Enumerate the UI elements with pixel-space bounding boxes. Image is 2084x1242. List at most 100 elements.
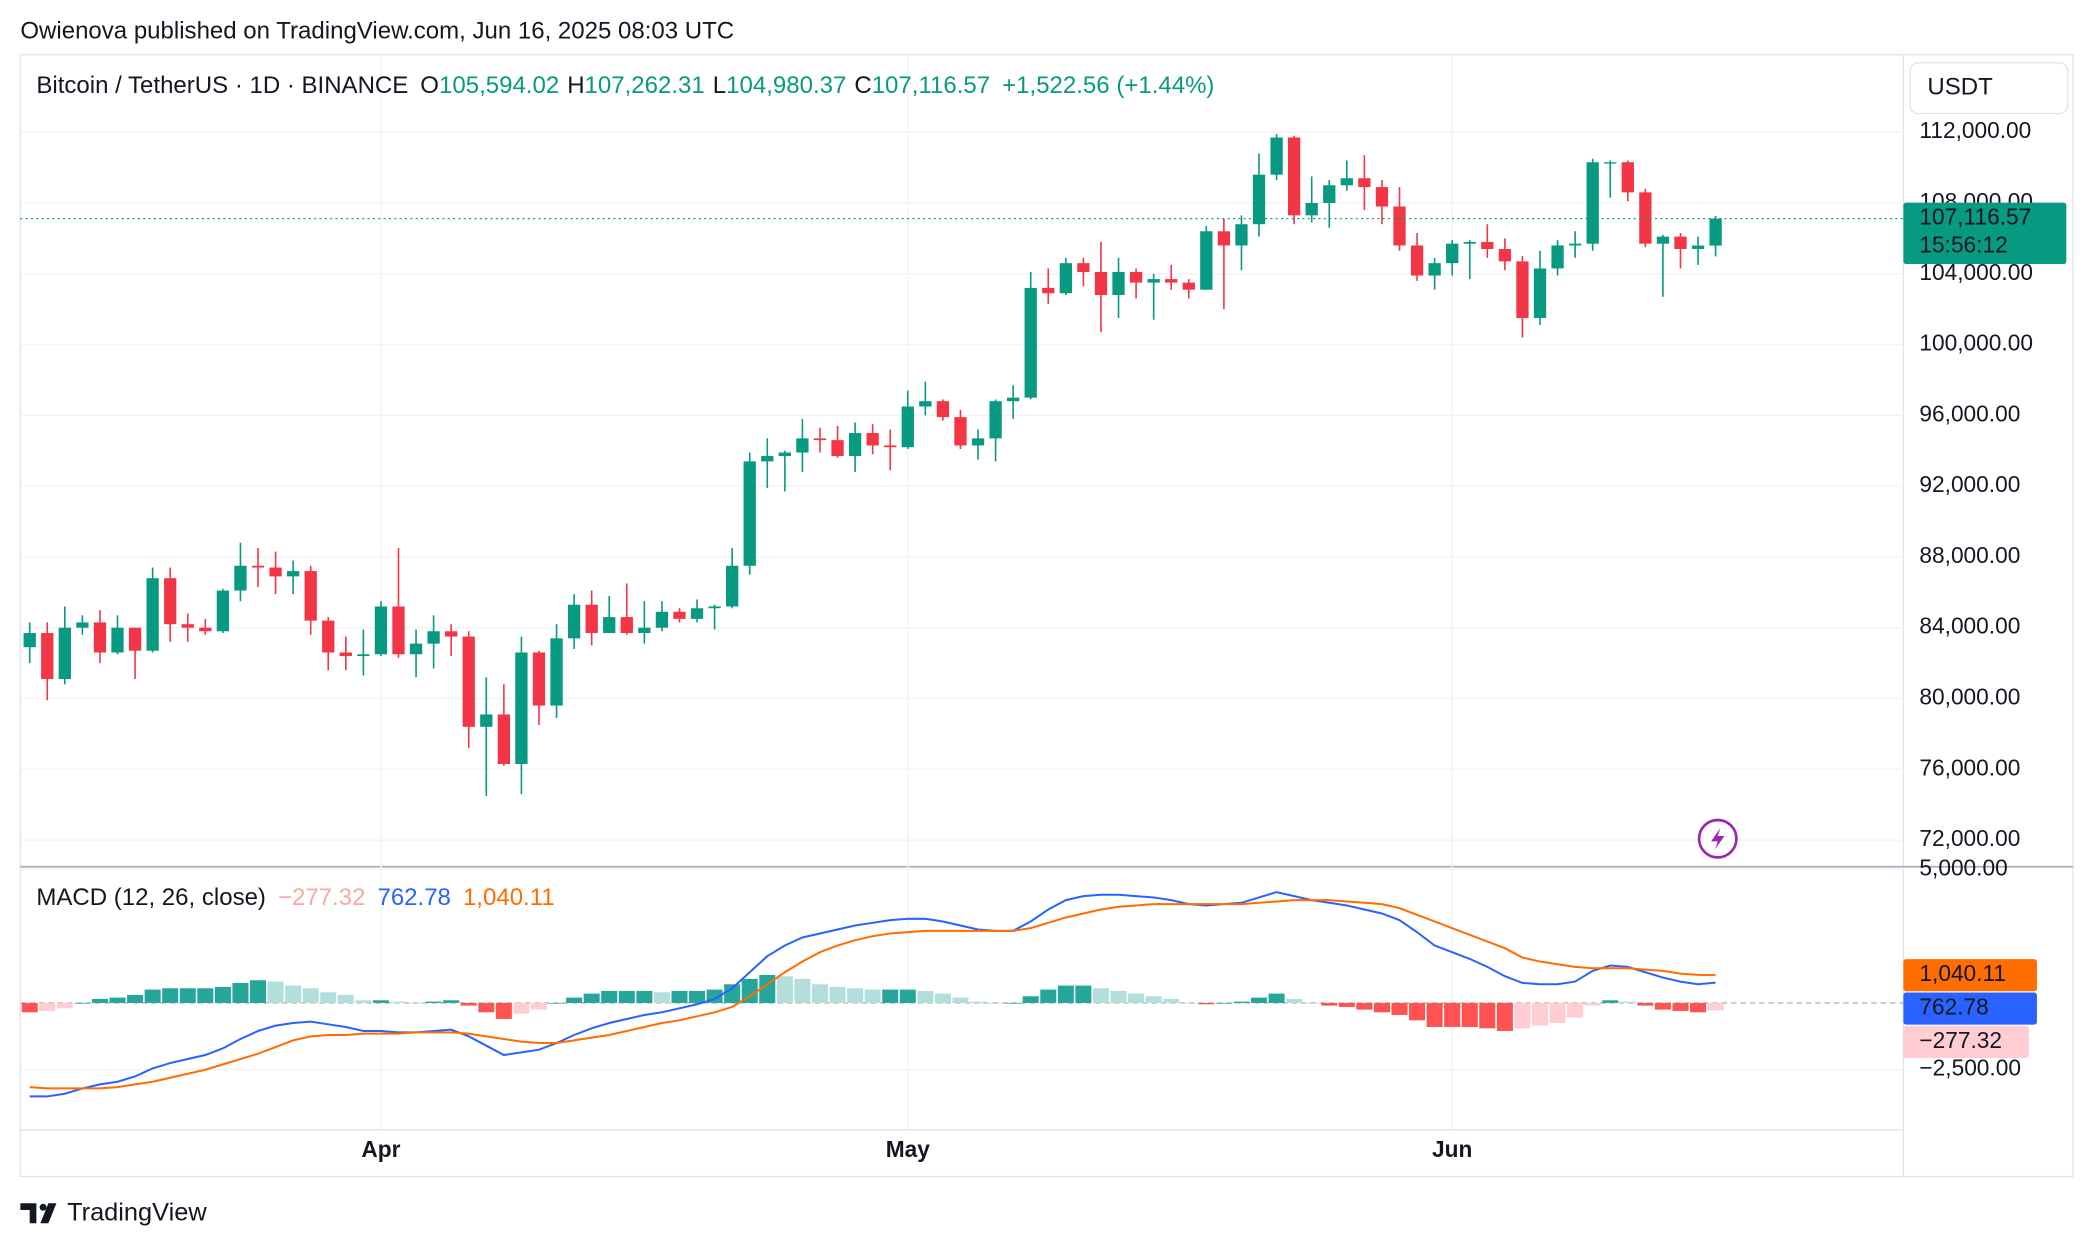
ohlc-value: 104,980.37	[726, 72, 846, 99]
candle-body	[164, 578, 177, 625]
ohlc-value: 107,116.57	[872, 72, 990, 99]
candle-body	[1323, 185, 1336, 203]
candle-body	[831, 440, 844, 457]
histogram-bar	[1514, 1002, 1531, 1029]
histogram-bar	[1531, 1002, 1549, 1026]
indicator-value: −277.32	[278, 884, 365, 911]
candle-body	[1340, 178, 1353, 186]
histogram-bar	[952, 997, 969, 1003]
y-tick-label: 80,000.00	[1919, 684, 2020, 710]
candle-body	[1375, 187, 1389, 207]
candle-body	[146, 578, 159, 651]
histogram-bar	[583, 993, 600, 1003]
y-tick-label: 92,000.00	[1919, 471, 2020, 497]
candle-body	[1270, 137, 1283, 175]
histogram-bar	[1672, 1002, 1689, 1011]
candle-body	[357, 654, 370, 657]
ohlc-key: C	[854, 72, 871, 99]
candle-body	[93, 622, 107, 653]
histogram-bar	[408, 1002, 425, 1004]
histogram-bar	[689, 990, 706, 1003]
candle-body	[936, 401, 950, 418]
candle-body	[1621, 162, 1634, 193]
candle-body	[515, 652, 528, 764]
histogram-bar	[1092, 988, 1109, 1003]
candle-body	[848, 433, 862, 457]
candle-body	[234, 565, 247, 591]
y-tick-label: 100,000.00	[1919, 330, 2033, 356]
candle-body	[1463, 241, 1476, 244]
chart-frame	[19, 54, 2074, 1178]
histogram-bar	[355, 1000, 372, 1003]
histogram-bar	[1022, 996, 1039, 1003]
value-badge	[1903, 959, 2037, 992]
histogram-bar	[513, 1002, 530, 1014]
candle-body	[638, 627, 651, 634]
candle-body	[1410, 245, 1424, 276]
histogram-bar	[1496, 1002, 1513, 1031]
candle-body	[1604, 162, 1617, 164]
candle-body	[1446, 243, 1459, 264]
candle-body	[655, 611, 669, 628]
histogram-bar	[1145, 996, 1162, 1003]
histogram-bar	[1128, 993, 1145, 1003]
histogram-bar	[1356, 1002, 1373, 1010]
histogram-bar	[566, 997, 583, 1003]
histogram-bar	[653, 992, 670, 1003]
ohlc-value: 107,262.31	[585, 72, 705, 99]
candle-body	[374, 606, 388, 655]
last-price-badge	[1903, 202, 2067, 265]
histogram-bar	[776, 976, 793, 1003]
histogram-bar	[1005, 1002, 1022, 1004]
candle-body	[761, 456, 774, 462]
overlay: Bitcoin / TetherUS · 1D · BINANCE O105,59…	[20, 62, 2069, 1227]
indicator-value: 762.78	[377, 884, 450, 911]
candle-body	[1165, 279, 1178, 283]
symbol-legend: Bitcoin / TetherUS · 1D · BINANCE O105,59…	[36, 72, 1214, 99]
currency-button[interactable]	[1909, 62, 2069, 115]
histogram-bar	[1549, 1002, 1566, 1023]
histogram-bar	[74, 1002, 91, 1004]
histogram-bar	[934, 993, 951, 1003]
histogram-bar	[495, 1002, 512, 1019]
histogram-bar	[179, 988, 196, 1003]
histogram-bar	[425, 1001, 442, 1003]
marks	[20, 133, 1904, 1098]
y2-tick-label: −2,500.00	[1919, 1055, 2021, 1081]
candle-body	[1182, 282, 1195, 290]
currency-label[interactable]: USDT	[1927, 73, 1993, 100]
value-badge-label: 1,040.11	[1919, 960, 2006, 986]
histogram-bar	[1690, 1002, 1707, 1013]
lightning-bolt[interactable]	[1711, 828, 1725, 850]
candle-body	[1498, 248, 1512, 262]
histogram-bar	[39, 1002, 56, 1011]
candle-body	[269, 567, 282, 577]
x-tick-label: May	[886, 1136, 931, 1162]
candle-body	[1252, 174, 1266, 225]
candle-body	[532, 652, 546, 706]
candle-body	[673, 611, 686, 619]
histogram-bar	[1602, 1000, 1619, 1003]
candle-body	[1656, 236, 1670, 244]
lightning-icon[interactable]	[1697, 818, 1738, 859]
histogram-bar	[197, 988, 214, 1003]
candle-body	[796, 438, 809, 453]
histogram-bar	[1233, 1001, 1250, 1003]
value-badge-label: −277.32	[1919, 1027, 2002, 1053]
histogram-bar	[91, 998, 108, 1003]
candle-body	[1709, 218, 1722, 246]
brand-name: TradingView	[67, 1199, 207, 1227]
histogram-bar	[1286, 998, 1303, 1003]
candle-body	[286, 571, 300, 577]
x-tick-label: Jun	[1432, 1136, 1472, 1162]
candle-body	[76, 622, 89, 628]
candle-body	[409, 643, 423, 655]
candle-body	[322, 620, 335, 653]
histogram-bar	[144, 989, 161, 1003]
candle-body	[1674, 236, 1687, 249]
candle-body	[1042, 287, 1055, 294]
histogram-bar	[864, 989, 881, 1003]
histogram-bar	[636, 990, 653, 1003]
